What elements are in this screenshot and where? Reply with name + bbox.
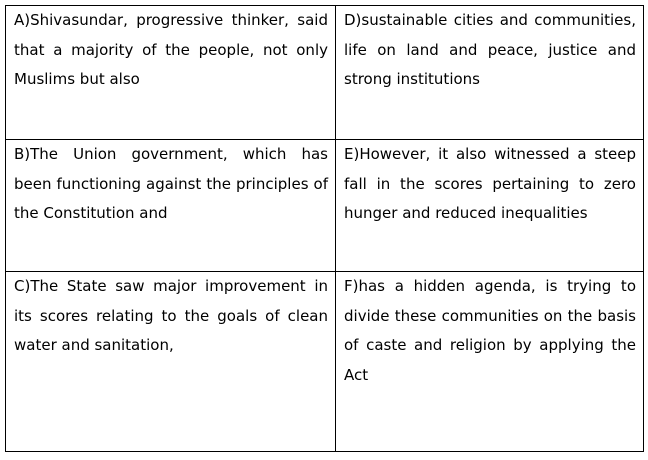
table-row: C)The State saw major improvement in its… (5, 271, 644, 452)
cell-e: E)However, it also witnessed a steep fal… (335, 139, 644, 272)
cell-a: A)Shivasundar, progressive thinker, said… (5, 5, 336, 140)
table-row: A)Shivasundar, progressive thinker, said… (5, 5, 644, 140)
cell-f: F)has a hidden agenda, is trying to divi… (335, 271, 644, 452)
cell-d: D)sustainable cities and communities, li… (335, 5, 644, 140)
table-row: B)The Union government, which has been f… (5, 139, 644, 272)
cell-b: B)The Union government, which has been f… (5, 139, 336, 272)
matching-table: A)Shivasundar, progressive thinker, said… (5, 5, 644, 452)
cell-c: C)The State saw major improvement in its… (5, 271, 336, 452)
